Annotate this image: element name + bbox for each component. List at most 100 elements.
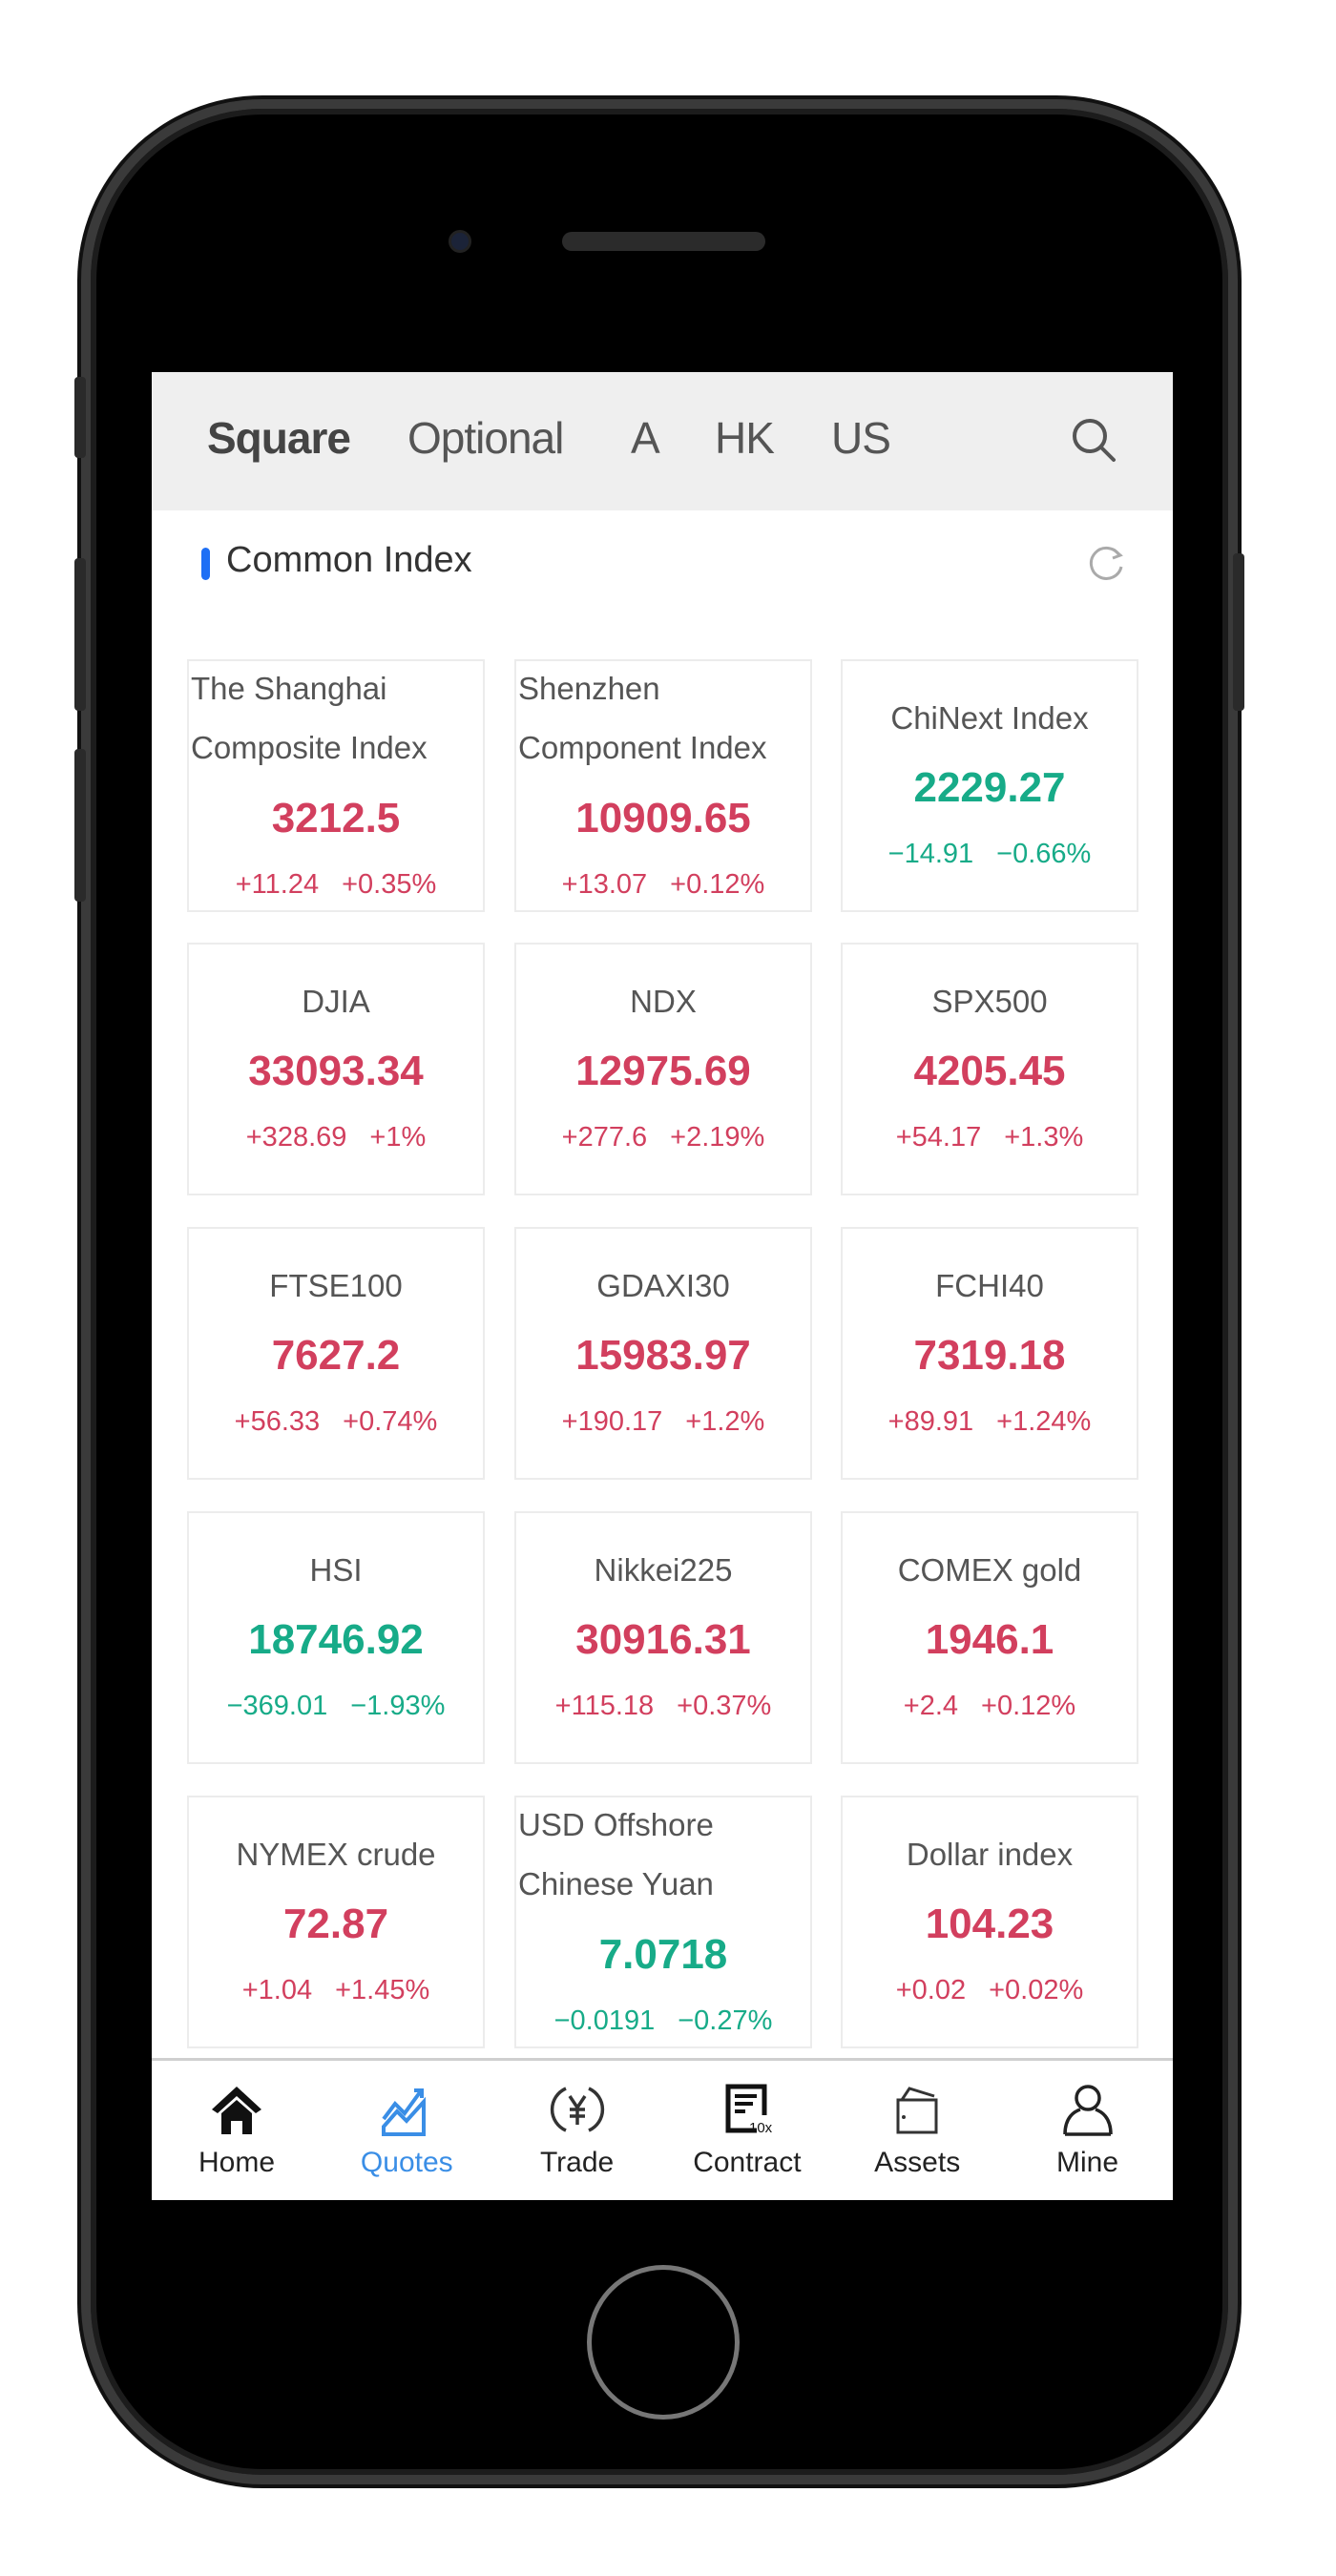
index-change-row: −0.0191 −0.27% bbox=[516, 2005, 810, 2037]
index-change-percent: +0.35% bbox=[342, 869, 437, 900]
index-change-percent: +0.02% bbox=[989, 1975, 1084, 2005]
nav-label: Assets bbox=[874, 2147, 961, 2178]
index-card[interactable]: SPX500 4205.45 +54.17 +1.3% bbox=[841, 943, 1138, 1195]
index-change-row: +115.18 +0.37% bbox=[516, 1691, 810, 1722]
index-price: 3212.5 bbox=[271, 795, 401, 841]
index-change-percent: +1.45% bbox=[335, 1975, 430, 2005]
index-price: 7.0718 bbox=[598, 1931, 728, 1978]
index-change-row: +56.33 +0.74% bbox=[189, 1406, 483, 1438]
index-change-percent: −1.93% bbox=[350, 1691, 446, 1721]
index-name: Dollar index bbox=[906, 1837, 1074, 1872]
index-price: 72.87 bbox=[282, 1901, 389, 1947]
index-name: NDX bbox=[630, 984, 697, 1019]
index-card[interactable]: NYMEX crude 72.87 +1.04 +1.45% bbox=[187, 1796, 485, 2048]
index-change-percent: +2.19% bbox=[670, 1122, 765, 1153]
index-change: −0.0191 bbox=[553, 2005, 656, 2036]
index-card[interactable]: DJIA 33093.34 +328.69 +1% bbox=[187, 943, 485, 1195]
index-change-percent: +0.12% bbox=[670, 869, 765, 900]
index-card[interactable]: COMEX gold 1946.1 +2.4 +0.12% bbox=[841, 1511, 1138, 1764]
index-change: +0.02 bbox=[895, 1975, 967, 2005]
index-change-percent: +0.74% bbox=[343, 1406, 438, 1437]
index-card[interactable]: Dollar index 104.23 +0.02 +0.02% bbox=[841, 1796, 1138, 2048]
nav-item-mine[interactable]: Mine bbox=[1003, 2061, 1173, 2200]
refresh-icon[interactable] bbox=[1085, 542, 1127, 584]
svg-text:10x: 10x bbox=[749, 2120, 773, 2136]
index-price: 33093.34 bbox=[248, 1048, 424, 1094]
mute-switch bbox=[74, 377, 86, 458]
index-price: 2229.27 bbox=[913, 764, 1066, 811]
nav-label: Trade bbox=[539, 2147, 615, 2178]
nav-item-contract[interactable]: 10x Contract bbox=[662, 2061, 832, 2200]
index-change-percent: +0.37% bbox=[677, 1691, 772, 1721]
index-name: NYMEX crude bbox=[236, 1837, 436, 1872]
index-name: HSI bbox=[309, 1552, 363, 1588]
index-name: The Shanghai Composite Index bbox=[191, 671, 428, 765]
index-name: ChiNext Index bbox=[890, 700, 1089, 736]
index-price: 30916.31 bbox=[575, 1616, 751, 1663]
section-title: Common Index bbox=[226, 540, 472, 580]
index-card[interactable]: ChiNext Index 2229.27 −14.91 −0.66% bbox=[841, 659, 1138, 912]
index-price: 18746.92 bbox=[248, 1616, 424, 1663]
front-camera bbox=[449, 230, 471, 253]
index-card[interactable]: FTSE100 7627.2 +56.33 +0.74% bbox=[187, 1227, 485, 1480]
volume-up-button bbox=[74, 558, 86, 711]
tab-a[interactable]: A bbox=[631, 413, 660, 463]
index-change-percent: −0.27% bbox=[678, 2005, 773, 2036]
contract-10x-icon: 10x bbox=[725, 2084, 773, 2136]
index-card[interactable]: Shenzhen Component Index 10909.65 +13.07 +0… bbox=[514, 659, 812, 912]
index-change: +115.18 bbox=[554, 1691, 655, 1721]
index-name: Nikkei225 bbox=[594, 1552, 733, 1588]
index-price: 1946.1 bbox=[925, 1616, 1054, 1663]
section-accent-bar bbox=[201, 548, 210, 580]
index-card[interactable]: The Shanghai Composite Index 3212.5 +11.24… bbox=[187, 659, 485, 912]
index-price: 12975.69 bbox=[575, 1048, 751, 1094]
index-change: +2.4 bbox=[903, 1691, 959, 1721]
index-card[interactable]: NDX 12975.69 +277.6 +2.19% bbox=[514, 943, 812, 1195]
index-change-percent: +0.12% bbox=[981, 1691, 1076, 1721]
index-change-row: +13.07 +0.12% bbox=[516, 869, 810, 901]
index-change-row: +190.17 +1.2% bbox=[516, 1406, 810, 1438]
index-change: +13.07 bbox=[561, 869, 648, 900]
index-change: +328.69 bbox=[245, 1122, 347, 1153]
nav-item-trade[interactable]: Trade bbox=[492, 2061, 662, 2200]
index-card[interactable]: GDAXI30 15983.97 +190.17 +1.2% bbox=[514, 1227, 812, 1480]
home-button[interactable] bbox=[587, 2265, 740, 2420]
tab-us[interactable]: US bbox=[831, 413, 891, 463]
search-icon[interactable] bbox=[1066, 412, 1123, 469]
tab-hk[interactable]: HK bbox=[715, 413, 775, 463]
index-price: 7319.18 bbox=[913, 1332, 1066, 1379]
index-name: SPX500 bbox=[931, 984, 1048, 1019]
tab-square[interactable]: Square bbox=[207, 413, 351, 463]
nav-item-assets[interactable]: Assets bbox=[832, 2061, 1002, 2200]
index-card[interactable]: USD Offshore Chinese Yuan 7.0718 −0.0191 −0… bbox=[514, 1796, 812, 2048]
index-card[interactable]: HSI 18746.92 −369.01 −1.93% bbox=[187, 1511, 485, 1764]
nav-item-quotes[interactable]: Quotes bbox=[322, 2061, 491, 2200]
index-price: 104.23 bbox=[925, 1901, 1054, 1947]
app-screen: Square Optional A HK US Common Index The… bbox=[152, 372, 1173, 2200]
nav-label: Mine bbox=[1055, 2147, 1119, 2178]
index-name: USD Offshore Chinese Yuan bbox=[518, 1807, 714, 1901]
nav-label: Quotes bbox=[360, 2147, 453, 2178]
index-price: 10909.65 bbox=[575, 795, 751, 841]
index-change: −369.01 bbox=[226, 1691, 328, 1721]
index-change: +1.04 bbox=[241, 1975, 313, 2005]
index-change-row: +11.24 +0.35% bbox=[189, 869, 483, 901]
index-change-row: +54.17 +1.3% bbox=[843, 1122, 1137, 1153]
index-change: +89.91 bbox=[887, 1406, 974, 1437]
index-price: 7627.2 bbox=[271, 1332, 401, 1379]
bottom-nav: Home Quotes Trade 10x Contract Assets Mine bbox=[152, 2058, 1173, 2200]
index-name: COMEX gold bbox=[897, 1552, 1082, 1588]
index-name: FCHI40 bbox=[935, 1268, 1044, 1303]
index-change-row: −369.01 −1.93% bbox=[189, 1691, 483, 1722]
index-card[interactable]: FCHI40 7319.18 +89.91 +1.24% bbox=[841, 1227, 1138, 1480]
earpiece-speaker bbox=[562, 232, 765, 251]
user-icon bbox=[1062, 2085, 1113, 2136]
index-change: +54.17 bbox=[895, 1122, 982, 1153]
nav-item-home[interactable]: Home bbox=[152, 2061, 322, 2200]
index-change: −14.91 bbox=[887, 839, 974, 869]
tab-optional[interactable]: Optional bbox=[407, 413, 564, 463]
index-change: +11.24 bbox=[235, 869, 320, 900]
home-icon bbox=[212, 2087, 261, 2134]
index-change: +190.17 bbox=[561, 1406, 663, 1437]
index-card[interactable]: Nikkei225 30916.31 +115.18 +0.37% bbox=[514, 1511, 812, 1764]
